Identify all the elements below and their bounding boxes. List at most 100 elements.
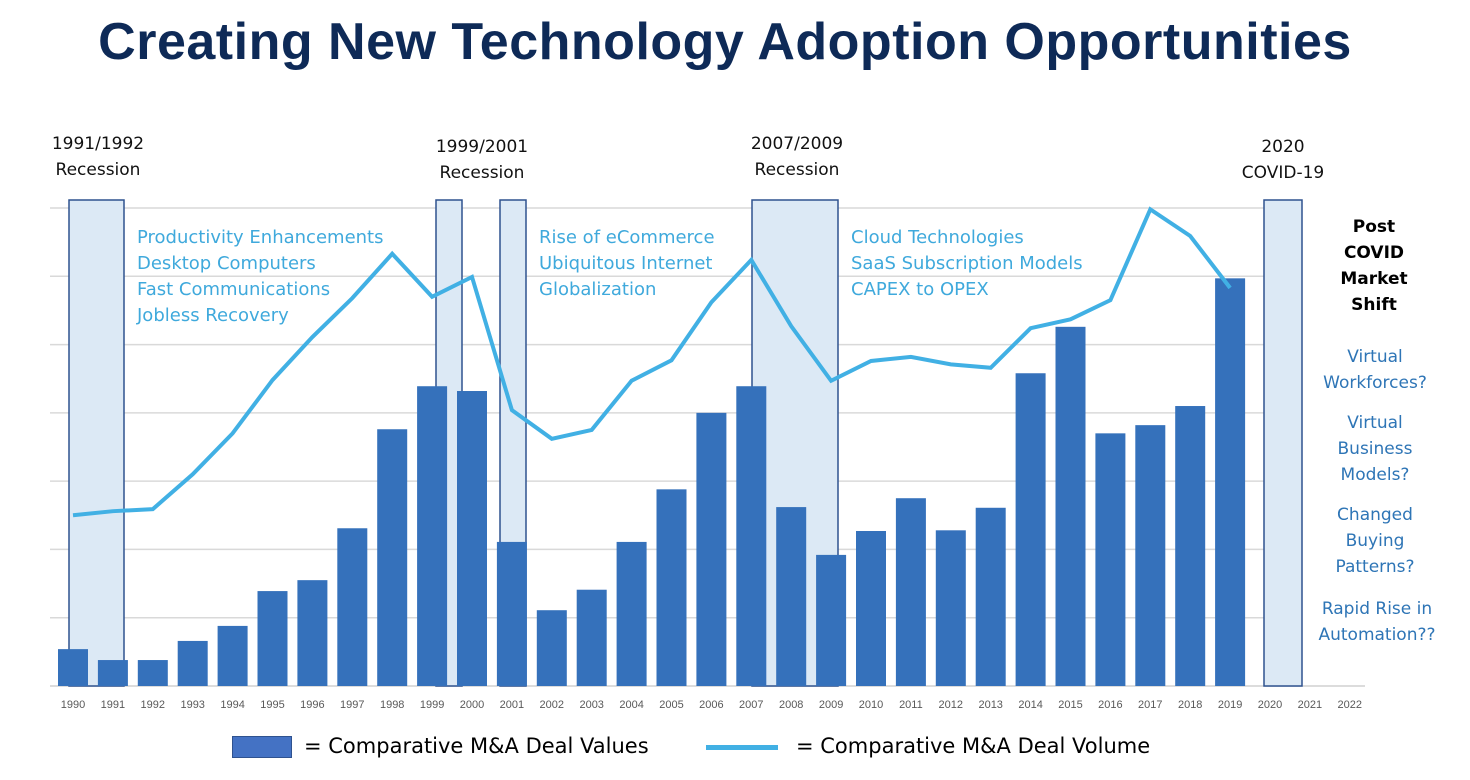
bar-2004	[616, 541, 647, 686]
question-line: Virtual	[1347, 413, 1403, 433]
question-line: Automation??	[1318, 625, 1436, 645]
bar-1999	[417, 386, 448, 686]
annotation-2000s: Rise of eCommerce Ubiquitous Internet Gl…	[539, 225, 715, 303]
x-tick-label: 2013	[978, 699, 1002, 711]
bar-2006	[696, 412, 727, 686]
annotation-2010s: Cloud Technologies SaaS Subscription Mod…	[851, 225, 1083, 303]
annotation-line: SaaS Subscription Models	[851, 253, 1083, 274]
x-tick-label: 2009	[819, 699, 843, 711]
shaded-period-2020	[1263, 199, 1303, 687]
bar-2016	[1095, 433, 1126, 686]
x-tick-label: 2012	[939, 699, 963, 711]
bar-1997	[337, 528, 368, 686]
legend-line-swatch	[706, 745, 778, 750]
bar-2019	[1215, 278, 1246, 686]
question-line: Models?	[1340, 465, 1410, 485]
bar-2007	[736, 386, 767, 686]
annotation-line: Ubiquitous Internet	[539, 253, 713, 274]
question-line: Business	[1337, 439, 1413, 459]
recession-label-1991: 1991/1992 Recession	[38, 131, 158, 183]
x-tick-label: 1993	[180, 699, 204, 711]
recession-label-1999: 1999/2001 Recession	[422, 134, 542, 186]
page-title: Creating New Technology Adoption Opportu…	[98, 13, 1352, 71]
x-tick-label: 1996	[300, 699, 324, 711]
x-tick-label: 2014	[1018, 699, 1042, 711]
recession-label-2007: 2007/2009 Recession	[737, 131, 857, 183]
x-tick-label: 1991	[101, 699, 125, 711]
question-line: Workforces?	[1323, 373, 1427, 393]
heading-line: Market	[1340, 269, 1408, 289]
x-tick-label: 1992	[141, 699, 165, 711]
x-tick-label: 2021	[1298, 699, 1322, 711]
recession-label-line1: 1991/1992	[51, 134, 145, 154]
x-tick-label: 1990	[61, 699, 85, 711]
x-tick-label: 2007	[739, 699, 763, 711]
bar-2000	[457, 391, 487, 686]
bar-2005	[656, 489, 687, 686]
annotation-line: CAPEX to OPEX	[851, 279, 989, 300]
heading-line: Shift	[1351, 295, 1397, 315]
bar-1993	[177, 640, 208, 686]
annotation-1990s: Productivity Enhancements Desktop Comput…	[137, 225, 383, 329]
bar-2003	[576, 589, 607, 686]
legend-bar-swatch	[232, 736, 292, 758]
x-tick-label: 2017	[1138, 699, 1162, 711]
question-virtual-business-models: Virtual Business Models?	[1300, 410, 1450, 488]
annotation-line: Jobless Recovery	[137, 305, 289, 326]
question-line: Changed	[1337, 505, 1413, 525]
bar-2015	[1055, 326, 1086, 686]
x-tick-label: 2004	[619, 699, 643, 711]
question-changed-buying-patterns: Changed Buying Patterns?	[1300, 502, 1450, 580]
covid-label: 2020 COVID-19	[1223, 134, 1343, 186]
bar-2002	[536, 610, 567, 686]
x-tick-label: 2015	[1058, 699, 1082, 711]
bar-2011	[895, 498, 926, 686]
x-tick-label: 2010	[859, 699, 883, 711]
bar-2013	[975, 507, 1006, 686]
question-line: Patterns?	[1335, 557, 1415, 577]
legend-bar-label: = Comparative M&A Deal Values	[304, 734, 649, 758]
question-rapid-rise-automation: Rapid Rise in Automation??	[1302, 596, 1452, 648]
x-tick-label: 2008	[779, 699, 803, 711]
x-tick-label: 2003	[579, 699, 603, 711]
x-tick-label: 2019	[1218, 699, 1242, 711]
question-line: Virtual	[1347, 347, 1403, 367]
bar-2014	[1015, 373, 1046, 686]
bar-series	[58, 278, 1246, 686]
annotation-line: Fast Communications	[137, 279, 331, 300]
x-tick-label: 1995	[260, 699, 284, 711]
x-tick-label: 1998	[380, 699, 404, 711]
x-tick-label: 2001	[500, 699, 524, 711]
x-tick-label: 2022	[1338, 699, 1362, 711]
question-line: Buying	[1345, 531, 1405, 551]
annotation-line: Cloud Technologies	[851, 227, 1024, 248]
line-series	[72, 206, 1232, 518]
covid-label-line1: 2020	[1261, 137, 1305, 157]
recession-label-line2: Recession	[55, 160, 141, 180]
x-tick-label: 2018	[1178, 699, 1202, 711]
annotation-line: Desktop Computers	[137, 253, 316, 274]
question-virtual-workforces: Virtual Workforces?	[1300, 344, 1450, 396]
covid-label-line2: COVID-19	[1241, 163, 1325, 183]
bar-2001	[496, 541, 527, 686]
bar-2009	[816, 554, 847, 686]
recession-label-line2: Recession	[439, 163, 525, 183]
x-tick-label: 2016	[1098, 699, 1122, 711]
annotation-line: Globalization	[539, 279, 657, 300]
heading-line: Post	[1352, 217, 1396, 237]
volume-line	[72, 206, 1232, 518]
heading-line: COVID	[1343, 243, 1405, 263]
bar-2010	[856, 530, 886, 686]
x-tick-label: 2000	[460, 699, 484, 711]
x-tick-label: 2020	[1258, 699, 1282, 711]
recession-label-line2: Recession	[754, 160, 840, 180]
annotation-line: Rise of eCommerce	[539, 227, 715, 248]
x-tick-label: 1999	[420, 699, 444, 711]
recession-label-line1: 2007/2009	[750, 134, 844, 154]
post-covid-heading: Post COVID Market Shift	[1314, 214, 1434, 318]
x-tick-label: 1994	[220, 699, 244, 711]
x-tick-label: 2002	[540, 699, 564, 711]
bar-2018	[1175, 406, 1206, 686]
bar-1996	[297, 580, 328, 686]
